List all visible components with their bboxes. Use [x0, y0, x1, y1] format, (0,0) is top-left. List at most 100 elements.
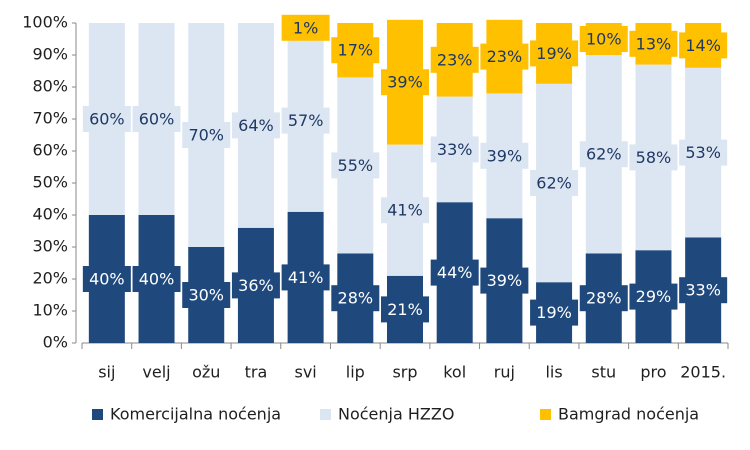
value-label-bg	[579, 141, 628, 168]
y-tick-label: 100%	[22, 13, 68, 32]
value-label-bg	[629, 283, 678, 310]
y-tick-label: 50%	[32, 173, 68, 192]
value-label: 44%	[437, 263, 473, 282]
value-label: 21%	[387, 300, 423, 319]
value-label: 10%	[586, 30, 622, 49]
legend-label: Noćenja HZZO	[338, 405, 454, 424]
value-label-bg	[480, 43, 529, 70]
value-label-bg	[629, 30, 678, 57]
legend-label: Bamgrad noćenja	[558, 405, 699, 424]
value-label: 19%	[536, 303, 572, 322]
value-label: 33%	[437, 140, 473, 159]
value-label-bg	[629, 144, 678, 171]
value-label: 58%	[636, 148, 672, 167]
value-label-bg	[430, 46, 479, 73]
y-tick-label: 90%	[32, 45, 68, 64]
x-tick-label: pro	[640, 363, 666, 382]
value-label-bg	[281, 264, 330, 291]
legend-swatch	[92, 409, 103, 420]
value-label-bg	[679, 277, 728, 304]
value-label-bg	[530, 40, 579, 67]
x-tick-label: ožu	[192, 363, 220, 382]
value-label-bg	[231, 272, 280, 299]
value-label-bg	[182, 122, 231, 148]
value-label: 29%	[636, 287, 672, 306]
value-label: 60%	[89, 110, 125, 129]
value-label-bg	[381, 69, 429, 96]
y-tick-label: 30%	[32, 237, 68, 256]
value-label: 62%	[586, 145, 622, 164]
value-label: 64%	[238, 116, 274, 135]
x-tick-label: svi	[294, 363, 316, 382]
value-label: 28%	[586, 289, 622, 308]
value-label: 39%	[487, 271, 523, 290]
value-label-bg	[381, 296, 429, 323]
value-label: 28%	[338, 289, 374, 308]
value-label: 55%	[338, 156, 374, 175]
x-tick-label: lis	[545, 363, 562, 382]
value-label-bg	[132, 106, 181, 132]
value-label-bg	[679, 139, 728, 166]
value-label-bg	[231, 112, 280, 139]
y-tick-label: 20%	[32, 269, 68, 288]
x-tick-label: tra	[245, 363, 268, 382]
value-label: 1%	[293, 18, 318, 37]
value-label-bg	[331, 37, 380, 64]
value-label-bg	[331, 285, 380, 312]
value-label-bg	[530, 170, 579, 196]
value-label: 23%	[437, 50, 473, 69]
x-tick-label: 2015.	[680, 363, 726, 382]
y-tick-label: 70%	[32, 109, 68, 128]
value-label-bg	[430, 259, 479, 286]
y-tick-label: 80%	[32, 77, 68, 96]
legend-swatch	[540, 409, 551, 420]
value-label-bg	[579, 26, 628, 52]
value-label-bg	[132, 266, 181, 292]
value-label: 14%	[685, 36, 721, 55]
value-label-bg	[82, 266, 131, 292]
value-label-bg	[82, 106, 131, 132]
value-label: 57%	[288, 111, 324, 130]
value-label: 53%	[685, 143, 721, 162]
value-label: 13%	[636, 34, 672, 53]
value-label: 36%	[238, 276, 274, 295]
x-tick-label: srp	[392, 363, 417, 382]
value-label-bg	[182, 282, 231, 308]
value-label: 19%	[536, 44, 572, 63]
x-tick-label: stu	[591, 363, 616, 382]
legend-label: Komercijalna noćenja	[110, 405, 281, 424]
value-label: 39%	[387, 73, 423, 92]
value-label: 60%	[139, 110, 175, 129]
value-label: 30%	[188, 286, 224, 305]
value-label-bg	[281, 107, 330, 134]
x-tick-label: velj	[142, 363, 170, 382]
y-tick-label: 10%	[32, 301, 68, 320]
value-label-bg	[480, 142, 529, 169]
legend-swatch	[320, 409, 331, 420]
y-tick-label: 0%	[43, 333, 68, 352]
value-label: 41%	[387, 201, 423, 220]
y-tick-label: 60%	[32, 141, 68, 160]
value-label: 39%	[487, 146, 523, 165]
value-label-bg	[530, 299, 579, 326]
value-label: 41%	[288, 268, 324, 287]
value-label-bg	[579, 285, 628, 312]
value-label-bg	[381, 197, 429, 224]
value-label: 33%	[685, 281, 721, 300]
value-label: 23%	[487, 47, 523, 66]
value-label: 70%	[188, 126, 224, 145]
x-tick-label: kol	[443, 363, 466, 382]
value-label-bg	[281, 14, 330, 41]
x-tick-label: ruj	[494, 363, 515, 382]
value-label-bg	[331, 152, 380, 179]
value-label: 17%	[338, 41, 374, 60]
x-tick-label: sij	[98, 363, 115, 382]
value-label-bg	[480, 267, 529, 294]
value-label: 40%	[89, 270, 125, 289]
x-tick-label: lip	[346, 363, 365, 382]
value-label-bg	[679, 32, 728, 59]
value-label: 62%	[536, 174, 572, 193]
y-tick-label: 40%	[32, 205, 68, 224]
value-label-bg	[430, 136, 479, 163]
